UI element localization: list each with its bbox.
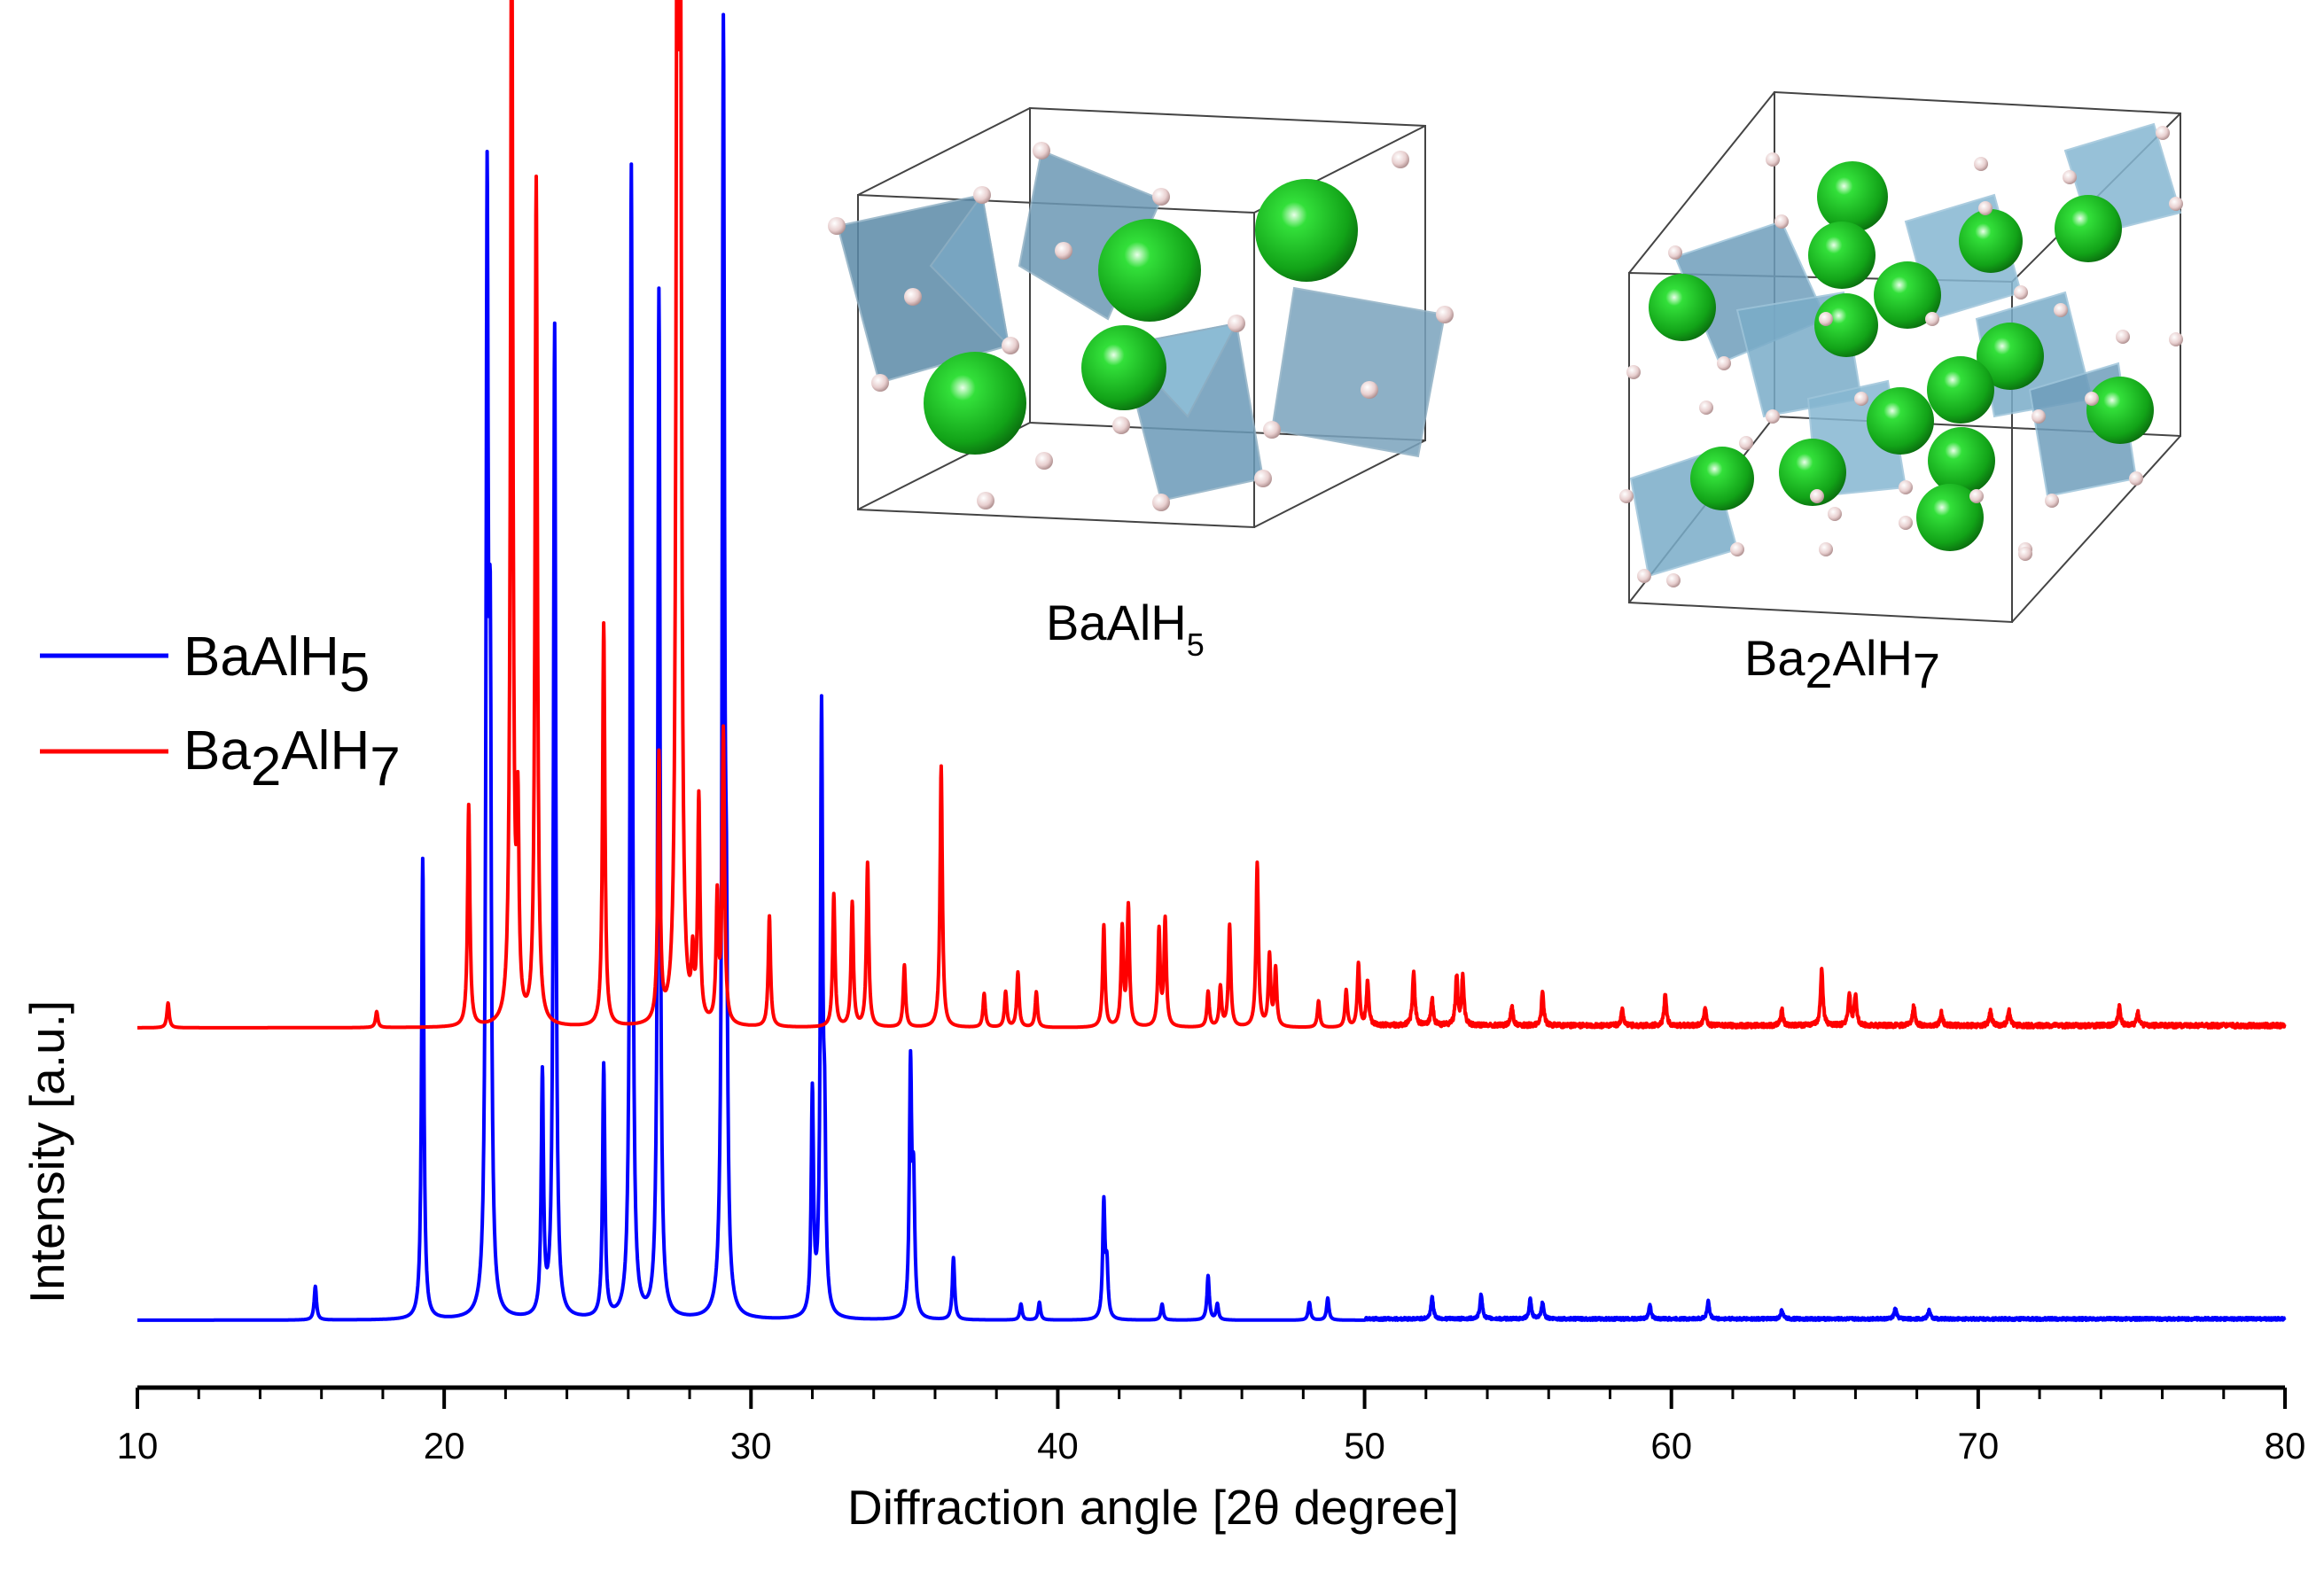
legend-label-baalh5: BaAlH5 bbox=[183, 626, 370, 704]
legend-label-ba2alh7: Ba2AlH7 bbox=[183, 720, 401, 797]
series-line-baalh5 bbox=[136, 12, 2287, 1322]
legend-label-baalh5-base: BaAlH bbox=[183, 626, 339, 688]
alh6-octahedra bbox=[836, 149, 1447, 502]
legend-label-ba2alh7-mid: AlH bbox=[281, 720, 370, 782]
hydrogen-atoms bbox=[1619, 126, 2183, 587]
x-tick-label: 50 bbox=[1344, 1425, 1385, 1466]
legend-entry-baalh5: BaAlH5 bbox=[40, 626, 370, 704]
x-tick-label: 60 bbox=[1650, 1425, 1692, 1466]
structure-ba2alh7: Ba2AlH7 bbox=[1619, 90, 2183, 698]
x-tick-label: 80 bbox=[2265, 1425, 2306, 1466]
structure-label-baalh5-sub: 5 bbox=[1187, 626, 1205, 663]
legend-label-ba2alh7-sub1: 2 bbox=[251, 736, 281, 797]
series-layer bbox=[136, 0, 2287, 1322]
structure-label-ba2alh7-base: Ba bbox=[1744, 630, 1805, 686]
x-tick-label: 10 bbox=[117, 1425, 159, 1466]
structure-label-ba2alh7-mid: AlH bbox=[1833, 630, 1913, 686]
x-tick-label: 40 bbox=[1037, 1425, 1079, 1466]
barium-atoms bbox=[1649, 161, 2154, 551]
legend-entry-ba2alh7: Ba2AlH7 bbox=[40, 720, 401, 797]
x-axis: 10 20 30 40 50 60 70 80 bbox=[117, 1385, 2306, 1466]
x-tick-label: 70 bbox=[1957, 1425, 1999, 1466]
structure-label-ba2alh7: Ba2AlH7 bbox=[1744, 630, 1940, 698]
legend-label-baalh5-sub: 5 bbox=[339, 642, 370, 704]
legend-label-ba2alh7-base: Ba bbox=[183, 720, 251, 782]
x-tick-label: 30 bbox=[730, 1425, 772, 1466]
series-line-ba2alh7 bbox=[136, 0, 2287, 1030]
barium-atoms bbox=[924, 179, 1358, 455]
legend-label-ba2alh7-sub2: 7 bbox=[370, 736, 400, 797]
structure-label-baalh5-base: BaAlH bbox=[1046, 595, 1187, 650]
hydrogen-atoms bbox=[828, 142, 1454, 511]
structure-label-baalh5: BaAlH5 bbox=[1046, 595, 1205, 663]
structure-baalh5: BaAlH5 bbox=[828, 106, 1454, 663]
legend: BaAlH5 Ba2AlH7 bbox=[40, 626, 401, 797]
y-axis-title: Intensity [a.u.] bbox=[19, 1000, 74, 1303]
x-axis-title: Diffraction angle [2θ degree] bbox=[847, 1480, 1459, 1535]
structure-label-ba2alh7-sub1: 2 bbox=[1805, 642, 1833, 698]
structure-label-ba2alh7-sub2: 7 bbox=[1913, 642, 1940, 698]
x-tick-label: 20 bbox=[424, 1425, 465, 1466]
